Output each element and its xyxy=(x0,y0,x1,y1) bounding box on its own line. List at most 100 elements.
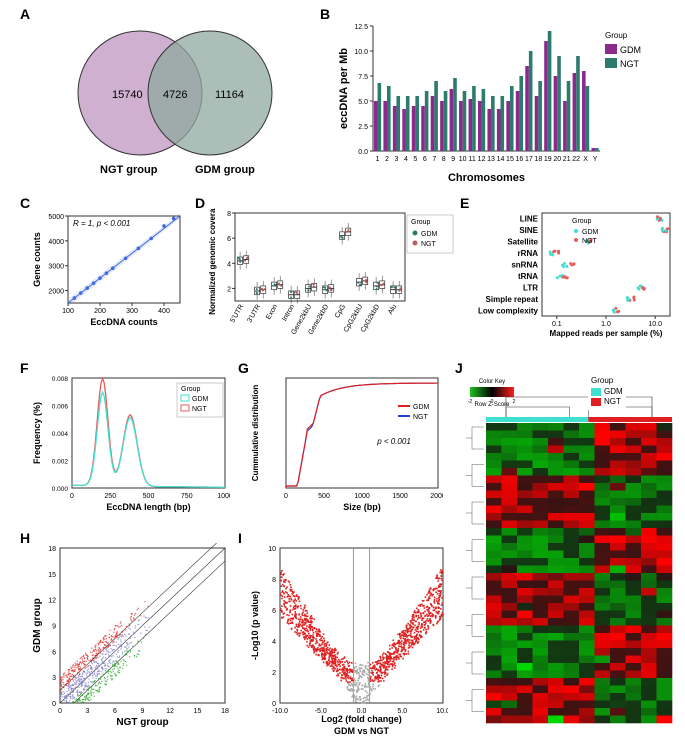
svg-text:2000: 2000 xyxy=(48,289,64,296)
svg-text:22: 22 xyxy=(572,156,580,163)
svg-text:6: 6 xyxy=(272,608,276,615)
svg-text:p < 0.001: p < 0.001 xyxy=(376,437,411,446)
svg-text:NGT: NGT xyxy=(413,414,429,421)
svg-text:Group: Group xyxy=(181,386,201,393)
svg-text:5000: 5000 xyxy=(48,214,64,221)
svg-text:400: 400 xyxy=(158,308,170,315)
svg-text:21: 21 xyxy=(563,156,571,163)
svg-text:100: 100 xyxy=(62,308,74,315)
svg-text:3'UTR: 3'UTR xyxy=(246,304,262,324)
svg-text:2: 2 xyxy=(272,670,276,677)
svg-text:0.002: 0.002 xyxy=(52,459,69,466)
svg-text:14: 14 xyxy=(497,156,505,163)
svg-text:Frequency (%): Frequency (%) xyxy=(32,402,42,464)
svg-text:EccDNA length (bp): EccDNA length (bp) xyxy=(106,502,190,512)
svg-text:20: 20 xyxy=(553,156,561,163)
svg-text:Satellite: Satellite xyxy=(507,238,538,247)
svg-text:0.004: 0.004 xyxy=(52,431,69,438)
venn-intersection-value: 4726 xyxy=(163,89,187,101)
svg-text:9: 9 xyxy=(451,156,455,163)
svg-text:7.5: 7.5 xyxy=(358,74,368,81)
svg-text:6: 6 xyxy=(113,708,117,715)
svg-text:11: 11 xyxy=(468,156,475,163)
svg-text:LTR: LTR xyxy=(523,283,538,292)
svg-text:4: 4 xyxy=(404,156,408,163)
panel-d-label: D xyxy=(195,195,205,211)
svg-text:NGT group: NGT group xyxy=(116,717,168,728)
svg-text:1000: 1000 xyxy=(354,493,370,500)
svg-text:12: 12 xyxy=(48,598,56,605)
venn-right-value: 11164 xyxy=(215,89,244,101)
svg-text:0: 0 xyxy=(284,493,288,500)
panel-b-label: B xyxy=(320,6,330,22)
svg-text:GDM: GDM xyxy=(413,404,430,411)
svg-text:13: 13 xyxy=(487,156,495,163)
svg-text:0: 0 xyxy=(58,708,62,715)
svg-text:1000: 1000 xyxy=(217,493,230,500)
svg-text:Size (bp): Size (bp) xyxy=(343,502,381,512)
panel-c-label: C xyxy=(20,195,30,211)
svg-text:GDM: GDM xyxy=(192,396,209,403)
svg-text:NGT: NGT xyxy=(620,59,640,69)
svg-text:0: 0 xyxy=(491,399,494,405)
svg-text:5: 5 xyxy=(413,156,417,163)
legend-item: GDM xyxy=(591,387,623,396)
svg-text:10.0: 10.0 xyxy=(648,321,662,328)
svg-text:4: 4 xyxy=(272,639,276,646)
panel-j-heatmap: Color KeyRow Z-Score-202 xyxy=(462,373,677,733)
svg-text:8: 8 xyxy=(272,577,276,584)
svg-text:12: 12 xyxy=(478,156,486,163)
svg-text:0.000: 0.000 xyxy=(52,486,69,493)
svg-text:500: 500 xyxy=(318,493,330,500)
svg-text:Log2 (fold change): Log2 (fold change) xyxy=(321,714,402,724)
svg-text:15: 15 xyxy=(194,708,202,715)
svg-text:15: 15 xyxy=(506,156,514,163)
svg-text:Color Key: Color Key xyxy=(479,379,505,385)
svg-text:2000: 2000 xyxy=(430,493,443,500)
svg-text:15: 15 xyxy=(48,572,56,579)
venn-left-value: 15740 xyxy=(112,89,143,101)
svg-text:8: 8 xyxy=(442,156,446,163)
venn-right-label: GDM group xyxy=(195,164,255,176)
svg-text:-Log10 (p value): -Log10 (p value) xyxy=(250,591,260,660)
svg-text:Low complexity: Low complexity xyxy=(478,306,539,315)
panel-e-dotplot: 0.11.010.0LINESINESatelliterRNAsnRNAtRNA… xyxy=(470,208,675,338)
svg-text:5'UTR: 5'UTR xyxy=(229,304,245,324)
panel-f-label: F xyxy=(20,360,29,376)
panel-a-venn: 15740 4726 11164 NGT group GDM group xyxy=(40,18,300,183)
panel-i-label: I xyxy=(238,530,242,546)
panel-j-legend: Group GDM NGT xyxy=(588,373,626,410)
svg-text:5.0: 5.0 xyxy=(358,99,368,106)
svg-text:300: 300 xyxy=(126,308,138,315)
svg-text:0.0: 0.0 xyxy=(358,149,368,156)
svg-text:17: 17 xyxy=(525,156,533,163)
svg-text:9: 9 xyxy=(141,708,145,715)
svg-text:Mapped reads per sample (%): Mapped reads per sample (%) xyxy=(550,329,663,338)
svg-text:10.0: 10.0 xyxy=(436,708,448,715)
panel-c-scatter: 1002003004002000300040005000R = 1, p < 0… xyxy=(30,208,185,328)
svg-text:6: 6 xyxy=(423,156,427,163)
svg-text:2: 2 xyxy=(385,156,389,163)
svg-text:Simple repeat: Simple repeat xyxy=(486,295,539,304)
venn-left-label: NGT group xyxy=(100,164,158,176)
panel-i-volcano: -10.0-5.00.05.010.00246810Log2 (fold cha… xyxy=(248,543,448,738)
svg-text:6: 6 xyxy=(52,649,56,656)
svg-text:R = 1, p < 0.001: R = 1, p < 0.001 xyxy=(73,219,130,228)
svg-text:6: 6 xyxy=(227,236,231,243)
svg-text:GDM: GDM xyxy=(582,229,599,236)
panel-h-scatter: 03691215180369121518NGT groupGDM group xyxy=(30,543,230,728)
svg-text:9: 9 xyxy=(52,624,56,631)
svg-text:SINE: SINE xyxy=(519,226,538,235)
panel-h-label: H xyxy=(20,530,30,546)
svg-text:EccDNA counts: EccDNA counts xyxy=(90,317,157,327)
svg-text:18: 18 xyxy=(221,708,229,715)
svg-text:3: 3 xyxy=(395,156,399,163)
svg-text:rRNA: rRNA xyxy=(518,249,539,258)
svg-text:16: 16 xyxy=(516,156,524,163)
svg-text:Group: Group xyxy=(411,219,431,226)
svg-text:4000: 4000 xyxy=(48,239,64,246)
svg-text:CpG: CpG xyxy=(334,304,347,320)
panel-f-density: 025050075010000.0000.0020.0040.0060.008E… xyxy=(30,373,230,513)
svg-text:tRNA: tRNA xyxy=(518,272,538,281)
svg-text:GDM group: GDM group xyxy=(32,598,43,652)
